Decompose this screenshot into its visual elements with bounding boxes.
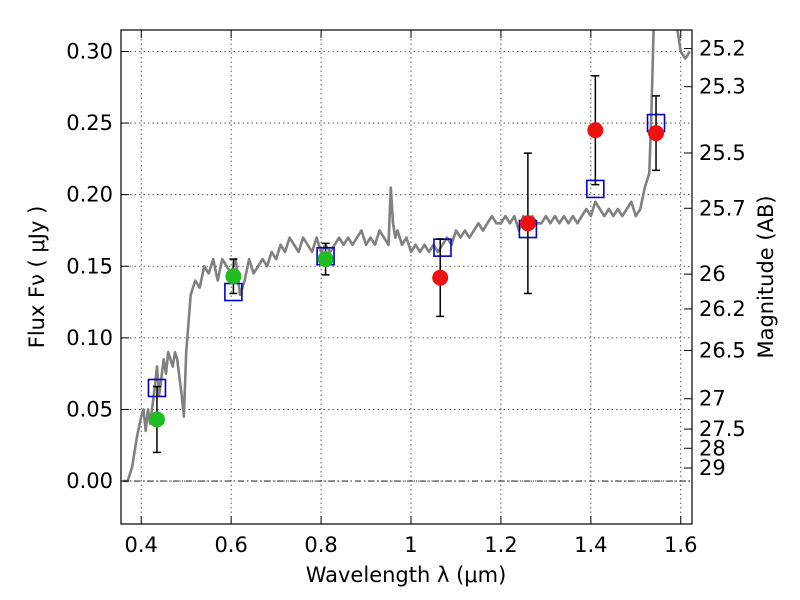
observed-points-layer (148, 122, 665, 428)
x-tick-label: 0.4 (125, 533, 158, 557)
optical-data-point (225, 268, 242, 285)
x-axis-title: Wavelength λ (μm) (306, 563, 507, 587)
x-tick-label: 1.6 (664, 533, 697, 557)
mag-tick-label: 25.7 (699, 196, 746, 220)
nir-data-point (432, 269, 449, 286)
x-tick-label: 0.6 (214, 533, 247, 557)
mag-tick-label: 25.3 (699, 75, 746, 99)
x-tick-label: 0.8 (304, 533, 337, 557)
mag-tick-label: 26 (699, 262, 726, 286)
y-tick-label: 0.30 (66, 39, 113, 63)
nir-data-point (587, 122, 604, 139)
mag-tick-label: 25.2 (699, 37, 746, 61)
errorbar-layer (152, 75, 661, 454)
y-tick-label: 0.20 (66, 183, 113, 207)
model-spectrum-layer (123, 30, 691, 483)
y-tick-label: 0.10 (66, 326, 113, 350)
x-tick-label: 1.2 (484, 533, 517, 557)
nir-data-point (648, 125, 665, 142)
plot-frame (120, 29, 693, 525)
tick-labels: 0.4 0.6 0.8 1 1.2 1.4 1.6 0.00 0.05 0.10 0.15 0.20 0… (66, 37, 746, 557)
axis-ticks (121, 30, 692, 524)
mag-tick-label: 27.5 (699, 417, 746, 441)
x-tick-label: 1 (404, 533, 417, 557)
mag-tick-label: 27 (699, 387, 726, 411)
y-tick-label: 0.00 (66, 469, 113, 493)
right-axis-title: Magnitude (AB) (754, 195, 778, 358)
mag-tick-label: 29 (699, 456, 726, 480)
nir-data-point (519, 215, 536, 232)
model-spectrum-line (123, 30, 691, 483)
optical-data-point (317, 251, 334, 268)
x-tick-label: 1.4 (574, 533, 607, 557)
grid-lines (121, 30, 692, 524)
optical-data-point (148, 411, 165, 428)
model-photometry-layer (147, 113, 666, 398)
mag-tick-label: 26.5 (699, 338, 746, 362)
y-tick-label: 0.25 (66, 111, 113, 135)
y-axis-title: Flux Fν ( μJy ) (25, 206, 49, 349)
mag-tick-label: 26.2 (699, 297, 746, 321)
y-tick-label: 0.15 (66, 254, 113, 278)
y-tick-label: 0.05 (66, 397, 113, 421)
mag-tick-label: 28 (699, 436, 726, 460)
mag-tick-label: 25.5 (699, 141, 746, 165)
